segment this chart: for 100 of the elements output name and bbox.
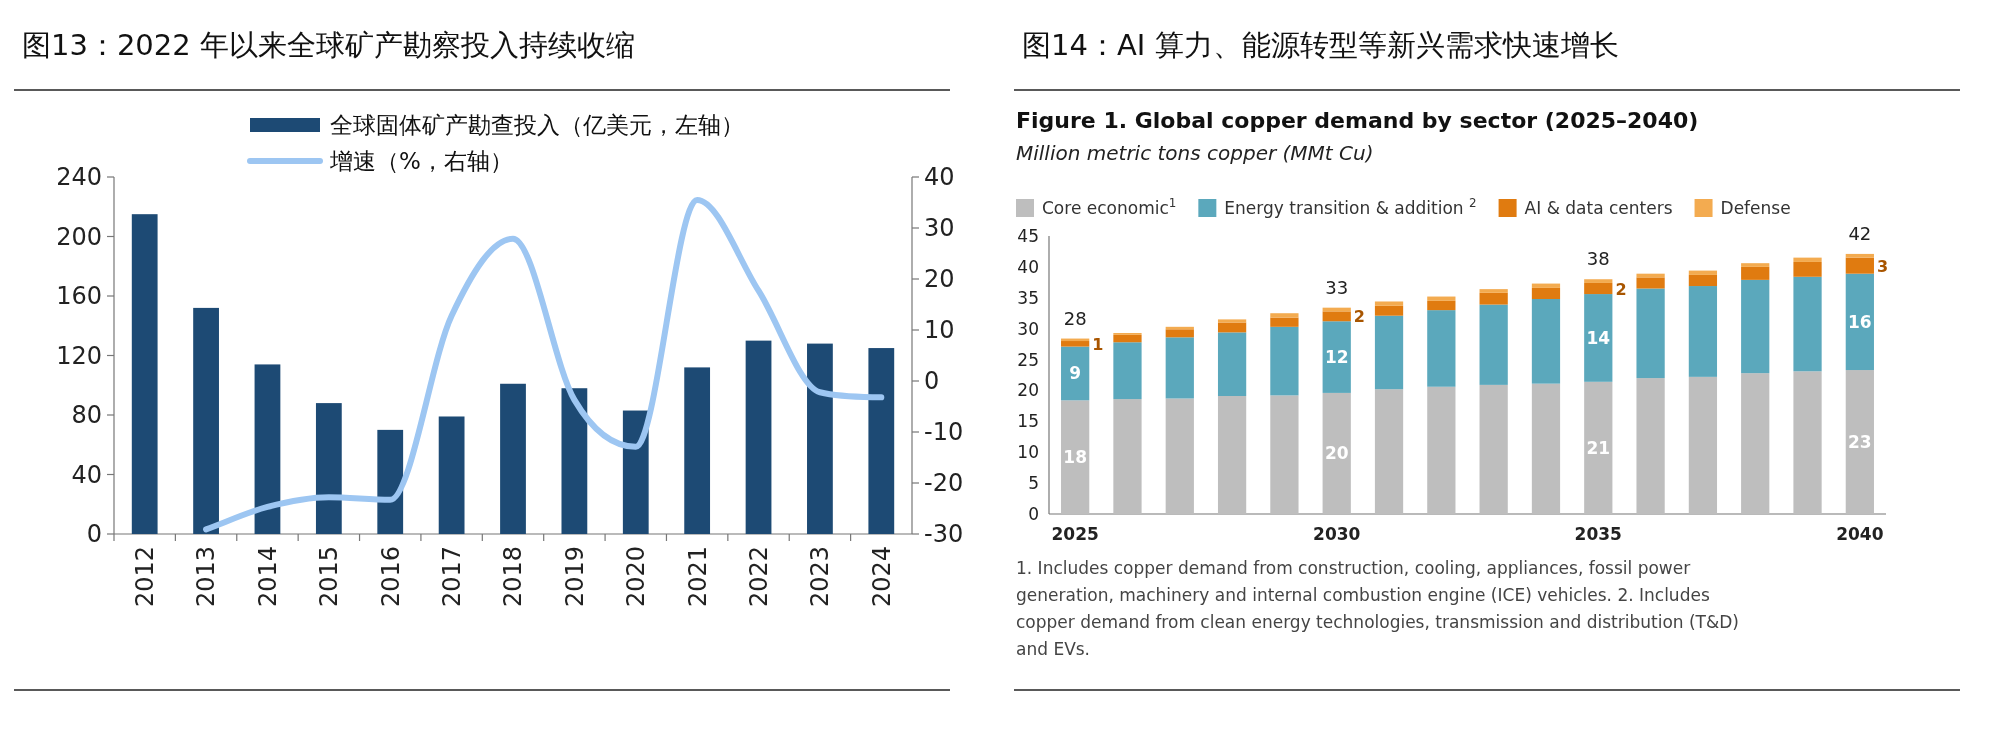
x-tick-label: 2040: [1836, 524, 1884, 544]
bar: [1793, 261, 1822, 277]
bar: [1531, 299, 1561, 384]
y2-tick-label: 40: [924, 163, 955, 192]
bar: [1741, 266, 1770, 280]
x-tick-label: 2030: [1313, 524, 1361, 544]
x-tick-label: 2014: [253, 546, 282, 608]
data-label: 23: [1848, 432, 1872, 453]
data-label: 18: [1063, 447, 1087, 468]
bar: [1479, 384, 1508, 514]
bar: [1113, 334, 1142, 343]
y-tick-label: 25: [1017, 349, 1039, 370]
y2-tick-label: -30: [924, 520, 964, 549]
y2-tick-label: -10: [924, 418, 964, 447]
bar: [1793, 276, 1822, 372]
total-label: 38: [1586, 248, 1610, 270]
bar: [561, 388, 588, 534]
y-tick-label: 10: [1017, 442, 1039, 463]
bar: [438, 416, 465, 534]
bar: [500, 383, 526, 534]
bar: [1845, 273, 1874, 371]
bar: [1217, 319, 1247, 323]
legend-label: 增速（%，右轴）: [329, 148, 513, 175]
bar: [254, 364, 281, 534]
bar: [315, 403, 342, 534]
x-tick-label: 2017: [438, 546, 467, 608]
bar: [1479, 304, 1508, 385]
bar: [745, 340, 772, 534]
data-label: 12: [1324, 347, 1349, 368]
data-label: 1: [1092, 334, 1104, 354]
bar: [193, 307, 219, 534]
bar: [1584, 381, 1613, 514]
total-label: 28: [1063, 307, 1087, 329]
bar: [1165, 329, 1194, 338]
legend-label: Core economic$^{1}$: [1042, 196, 1177, 218]
bar: [1636, 378, 1665, 514]
y-tick-label: 15: [1017, 411, 1039, 432]
y-tick-label: 40: [71, 460, 102, 489]
bar: [1427, 310, 1456, 387]
bar: [1688, 286, 1718, 377]
y2-tick-label: -20: [924, 469, 964, 498]
bar: [1479, 292, 1508, 305]
bar: [1061, 346, 1090, 401]
bar: [1793, 371, 1822, 514]
bar: [1793, 257, 1822, 262]
legend-label: Energy transition & addition $^{2}$: [1224, 196, 1477, 218]
bar: [1741, 373, 1770, 514]
y2-tick-label: 10: [924, 316, 955, 345]
bar: [1584, 294, 1613, 382]
bar: [1741, 279, 1770, 374]
data-label: 3: [1876, 256, 1889, 276]
total-label: 33: [1325, 276, 1349, 298]
x-tick-label: 2022: [744, 546, 773, 608]
data-label: 16: [1848, 311, 1872, 332]
bar: [131, 214, 158, 534]
bar: [684, 367, 711, 534]
data-label: 21: [1586, 437, 1611, 458]
x-tick-label: 2024: [867, 546, 896, 608]
legend-label: AI & data centers: [1524, 198, 1673, 218]
bar: [1427, 300, 1456, 311]
bar: [1270, 313, 1299, 318]
bar: [1584, 282, 1613, 295]
bar: [868, 348, 895, 534]
bar: [1688, 274, 1718, 287]
bar: [1531, 283, 1561, 288]
bar: [1636, 288, 1665, 379]
bar: [1845, 257, 1874, 274]
bar: [1165, 398, 1194, 514]
y-tick-label: 0: [1028, 503, 1039, 524]
y-tick-label: 45: [1017, 225, 1039, 246]
bar: [1165, 337, 1194, 399]
bar: [1845, 253, 1874, 258]
y-tick-label: 30: [1017, 318, 1039, 339]
x-tick-label: 2035: [1574, 524, 1622, 544]
y-axis-title: Million metric tons copper (MMt Cu): [1016, 141, 1374, 165]
bar: [807, 343, 833, 534]
x-tick-label: 2020: [622, 546, 651, 608]
chart-title: 图13：2022 年以来全球矿产勘察投入持续收缩: [22, 28, 635, 62]
x-tick-label: 2023: [806, 546, 835, 608]
y-tick-label: 35: [1017, 287, 1039, 308]
bar: [1374, 305, 1404, 316]
y-tick-label: 0: [86, 520, 102, 549]
x-tick-label: 2012: [131, 546, 160, 608]
y-tick-label: 40: [1017, 256, 1039, 277]
bar: [1322, 392, 1351, 514]
bar: [1531, 287, 1561, 300]
text: 1. Includes copper demand from construction, cooling, appliances, fossil power generation, machinery and internal combustion engine (ICE) vehicles. 2. Includes copper demand from clean energy technologies, transmission and distribution (T&D) and EVs.: [1016, 558, 1739, 659]
data-label: 2: [1353, 307, 1365, 327]
bar: [1845, 370, 1874, 514]
bar: [1061, 341, 1090, 347]
bar: [622, 410, 649, 534]
y-tick-label: 5: [1028, 473, 1039, 494]
y-tick-label: 200: [56, 222, 102, 251]
bar: [377, 429, 404, 534]
bar: [1113, 399, 1142, 514]
bar: [1270, 317, 1299, 327]
y2-tick-label: 0: [924, 367, 940, 396]
bar: [1427, 296, 1456, 301]
bar: [1741, 263, 1770, 267]
data-label: 9: [1069, 363, 1082, 384]
